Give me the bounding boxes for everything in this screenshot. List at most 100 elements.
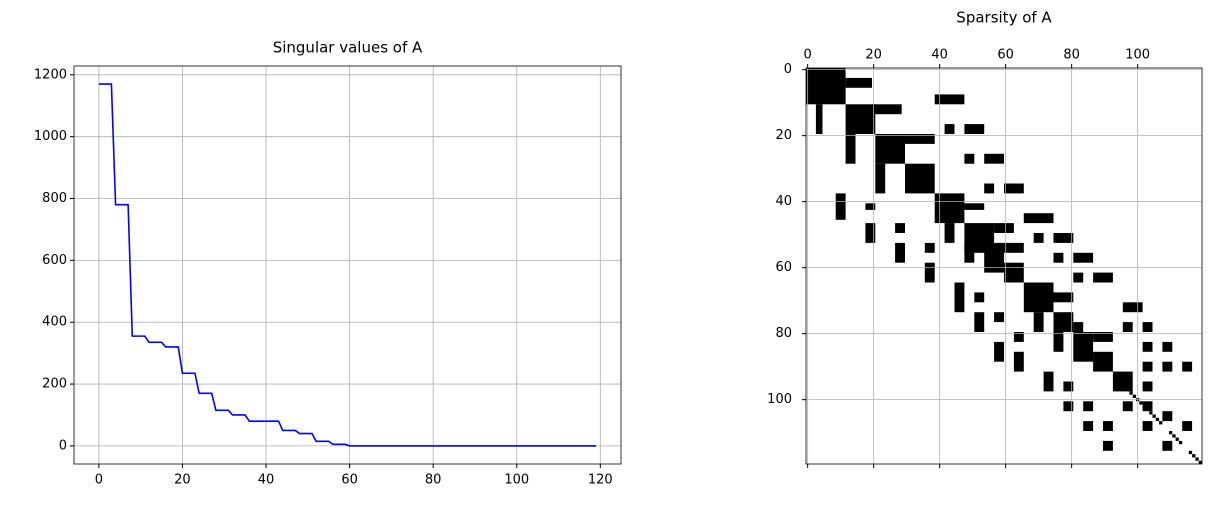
x-tick-label: 100: [504, 473, 529, 488]
y-tick-label: 0: [784, 62, 792, 77]
nonzero-block: [1103, 440, 1113, 451]
nonzero-block: [1004, 183, 1024, 194]
nonzero-block: [895, 223, 905, 233]
nonzero-block: [1073, 272, 1084, 283]
nonzero-block: [1004, 262, 1024, 283]
nonzero-block: [815, 104, 823, 134]
x-tick-label: 40: [258, 473, 275, 488]
nonzero-block: [1182, 421, 1193, 431]
nonzero-block: [1126, 388, 1130, 392]
nonzero-block: [1063, 381, 1074, 392]
nonzero-block: [1033, 233, 1044, 243]
nonzero-block: [1023, 282, 1054, 313]
nonzero-block: [905, 134, 935, 144]
nonzero-block: [1013, 332, 1024, 342]
nonzero-block: [994, 341, 1004, 362]
nonzero-block: [1175, 437, 1179, 441]
y-tick-label: 1000: [34, 129, 67, 144]
nonzero-block: [994, 312, 1004, 323]
nonzero-block: [1122, 401, 1133, 412]
nonzero-block: [1112, 371, 1133, 392]
nonzero-block: [1053, 332, 1064, 352]
nonzero-block: [984, 183, 995, 194]
nonzero-block: [1139, 401, 1143, 405]
nonzero-block: [1093, 272, 1113, 283]
nonzero-block: [895, 242, 905, 263]
nonzero-block: [934, 94, 965, 105]
nonzero-block: [1142, 341, 1153, 352]
nonzero-block: [845, 104, 876, 134]
nonzero-block: [974, 292, 985, 303]
y-tick-label: 40: [775, 194, 792, 209]
nonzero-block: [944, 124, 955, 134]
nonzero-block: [1073, 322, 1084, 332]
nonzero-block: [865, 223, 876, 243]
y-tick-label: 800: [42, 191, 67, 206]
nonzero-block: [875, 134, 905, 164]
y-tick-label: 60: [775, 260, 792, 275]
nonzero-block: [845, 77, 872, 88]
nonzero-block: [1053, 312, 1074, 332]
nonzero-block: [1132, 394, 1136, 398]
nonzero-block: [1162, 440, 1173, 451]
nonzero-block: [1149, 411, 1153, 415]
nonzero-block: [1198, 460, 1202, 464]
nonzero-block: [835, 193, 846, 220]
nonzero-block: [875, 163, 886, 194]
nonzero-block: [1043, 371, 1054, 392]
nonzero-block: [1053, 252, 1064, 263]
nonzero-block: [1083, 421, 1094, 431]
nonzero-block: [1169, 431, 1173, 435]
nonzero-block: [872, 104, 902, 115]
x-tick-label: 60: [341, 473, 358, 488]
nonzero-block: [1122, 322, 1133, 332]
nonzero-block: [984, 153, 1004, 164]
nonzero-block: [934, 193, 965, 224]
y-tick-label: 600: [42, 253, 67, 268]
nonzero-block: [905, 163, 935, 194]
nonzero-block: [1122, 302, 1143, 313]
x-tick-label: 20: [865, 48, 882, 63]
nonzero-block: [964, 242, 975, 263]
x-tick-label: 20: [174, 473, 191, 488]
x-tick-label: 0: [95, 473, 103, 488]
y-tick-label: 80: [775, 326, 792, 341]
nonzero-block: [1129, 391, 1133, 395]
nonzero-block: [1162, 341, 1173, 352]
nonzero-block: [964, 203, 985, 210]
nonzero-block: [1053, 233, 1074, 243]
x-tick-label: 120: [588, 473, 613, 488]
nonzero-block: [984, 242, 1004, 273]
x-tick-label: 40: [931, 48, 948, 63]
nonzero-block: [924, 262, 935, 283]
nonzero-block: [1142, 421, 1153, 431]
y-tick-label: 400: [42, 315, 67, 330]
nonzero-block: [1073, 252, 1094, 263]
nonzero-block: [944, 223, 955, 243]
nonzero-block: [1178, 440, 1183, 445]
nonzero-block: [924, 242, 935, 253]
nonzero-block: [1083, 401, 1094, 412]
nonzero-block: [1152, 414, 1156, 418]
x-tick-label: 80: [425, 473, 442, 488]
nonzero-block: [1142, 322, 1153, 332]
nonzero-block: [1188, 450, 1193, 455]
nonzero-block: [964, 153, 975, 164]
nonzero-block: [1093, 332, 1113, 342]
nonzero-block: [1023, 213, 1054, 224]
line: [98, 83, 597, 447]
axes-frame: [805, 67, 1203, 465]
nonzero-block: [1195, 457, 1199, 461]
nonzero-block: [1162, 361, 1173, 372]
y-tick-label: 20: [775, 128, 792, 143]
nonzero-block: [1182, 361, 1193, 372]
nonzero-block: [1159, 421, 1163, 425]
chart-title: Sparsity of A: [956, 9, 1052, 27]
nonzero-block: [1162, 411, 1173, 422]
nonzero-block: [974, 312, 985, 332]
axes-frame: [73, 65, 622, 465]
nonzero-block: [1063, 401, 1074, 412]
nonzero-block: [1004, 242, 1024, 253]
x-tick-label: 100: [1125, 48, 1150, 63]
